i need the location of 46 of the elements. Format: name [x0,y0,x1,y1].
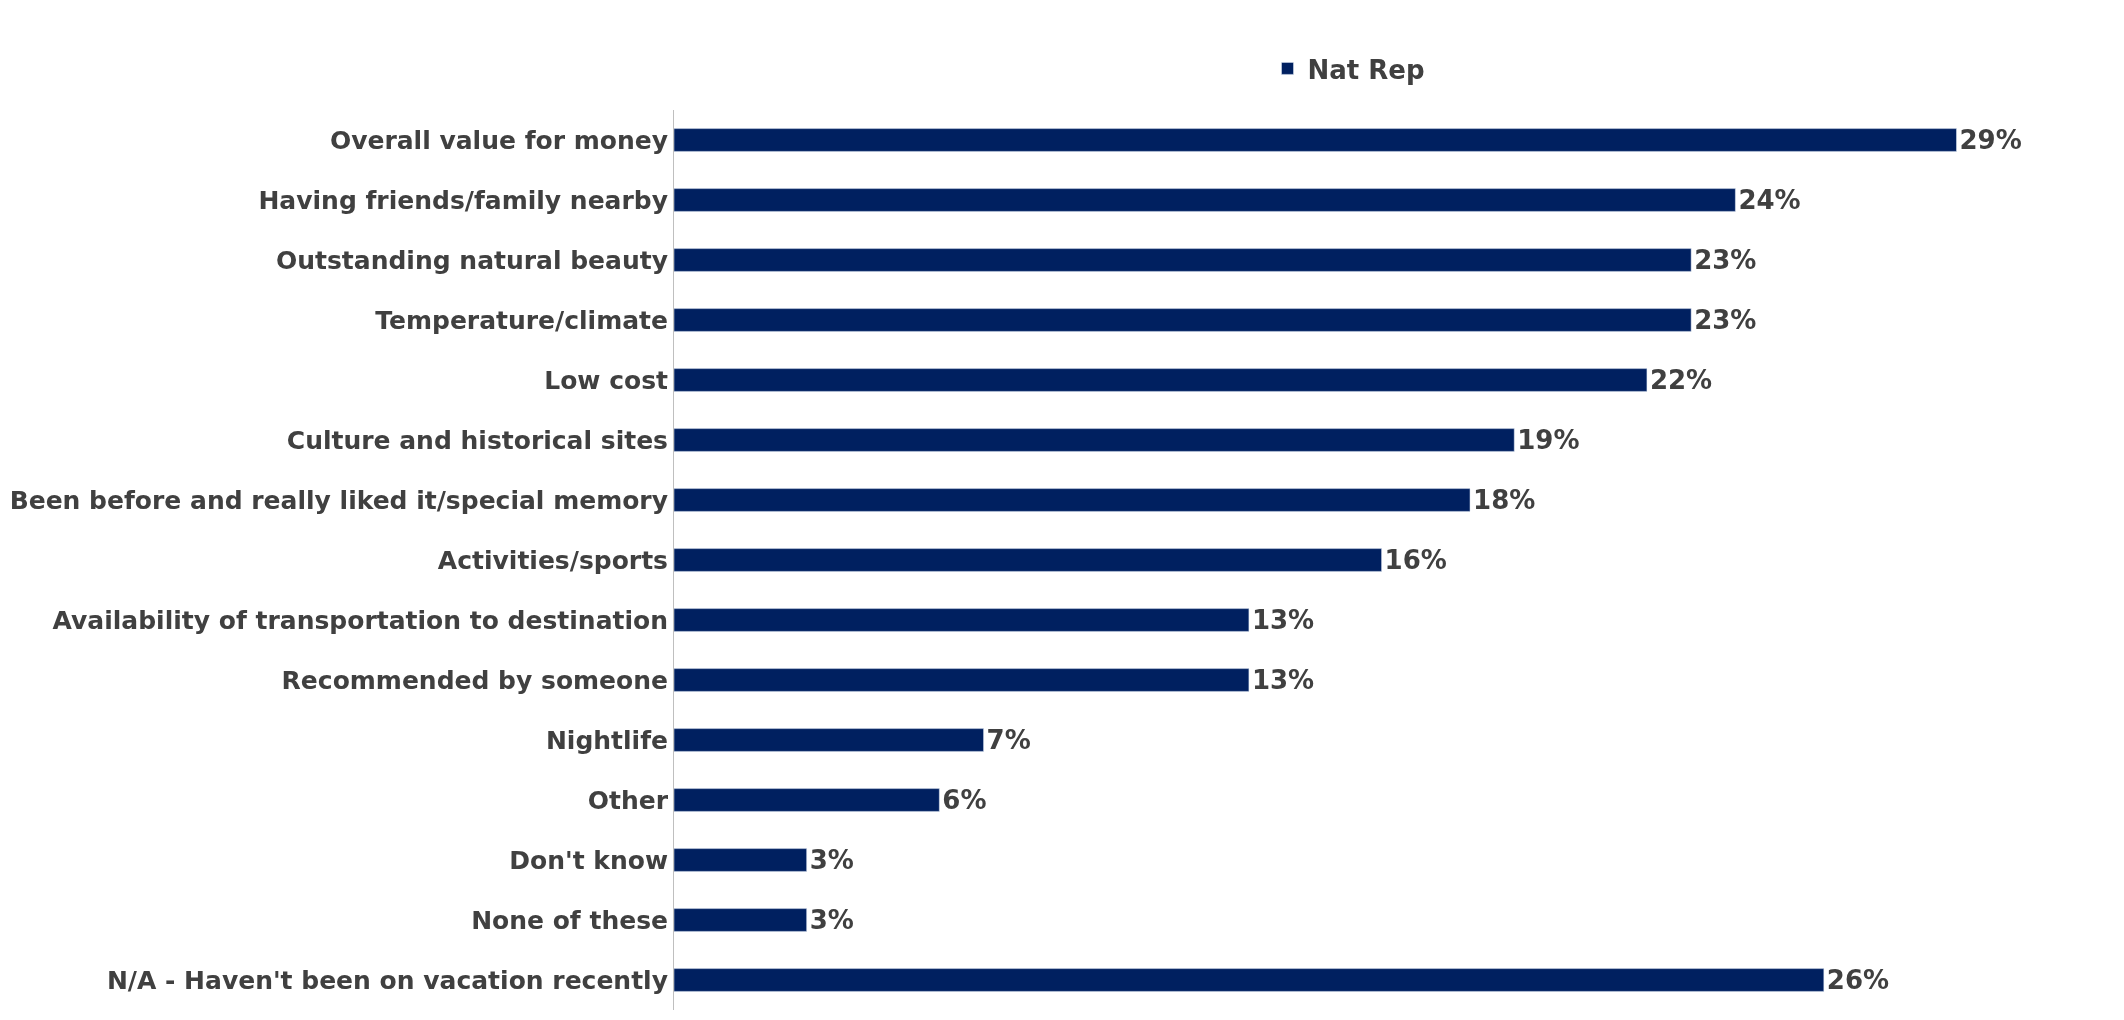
bar [674,188,1736,212]
bar [674,368,1648,392]
y-tick-label: Low cost [544,365,669,395]
legend-label: Nat Rep [1307,54,1425,85]
bar [674,608,1250,632]
y-tick-label: N/A - Haven't been on vacation recently [106,965,668,995]
data-label: 18% [1473,485,1536,515]
data-label: 22% [1649,365,1713,395]
data-label: 3% [809,845,854,875]
bar [674,428,1515,452]
data-label: 26% [1826,965,1890,995]
data-label: 29% [1959,125,2022,155]
bar [674,248,1692,272]
bar [674,848,807,872]
y-tick-label: Culture and historical sites [286,425,668,455]
data-label: 7% [986,725,1031,755]
y-tick-label: Availability of transportation to destination [52,605,668,635]
bar [674,668,1250,692]
y-tick-label: Temperature/climate [375,305,668,335]
bar [674,548,1382,572]
bar [674,908,807,932]
bar [674,788,940,812]
data-label: 19% [1517,425,1580,455]
data-label: 6% [942,785,987,815]
data-label: 16% [1384,545,1447,575]
data-label: 23% [1694,305,1757,335]
bar [674,968,1825,992]
y-tick-label: Outstanding natural beauty [275,245,668,275]
bar [674,488,1471,512]
y-tick-label: Been before and really liked it/special memory [9,485,668,515]
y-tick-label: Activities/sports [437,545,668,575]
y-tick-label: Other [587,785,669,815]
bar [674,308,1692,332]
y-tick-label: Nightlife [545,725,668,755]
bar [674,128,1957,152]
data-label: 3% [809,905,854,935]
y-tick-label: Don't know [509,845,668,875]
data-label: 13% [1251,605,1315,635]
y-tick-label: Having friends/family nearby [258,185,668,215]
bar [674,728,984,752]
data-label: 13% [1251,665,1315,695]
y-tick-label: None of these [471,905,668,935]
y-tick-label: Overall value for money [329,125,668,155]
data-label: 24% [1738,185,1801,215]
data-label: 23% [1694,245,1757,275]
y-tick-label: Recommended by someone [281,665,668,695]
